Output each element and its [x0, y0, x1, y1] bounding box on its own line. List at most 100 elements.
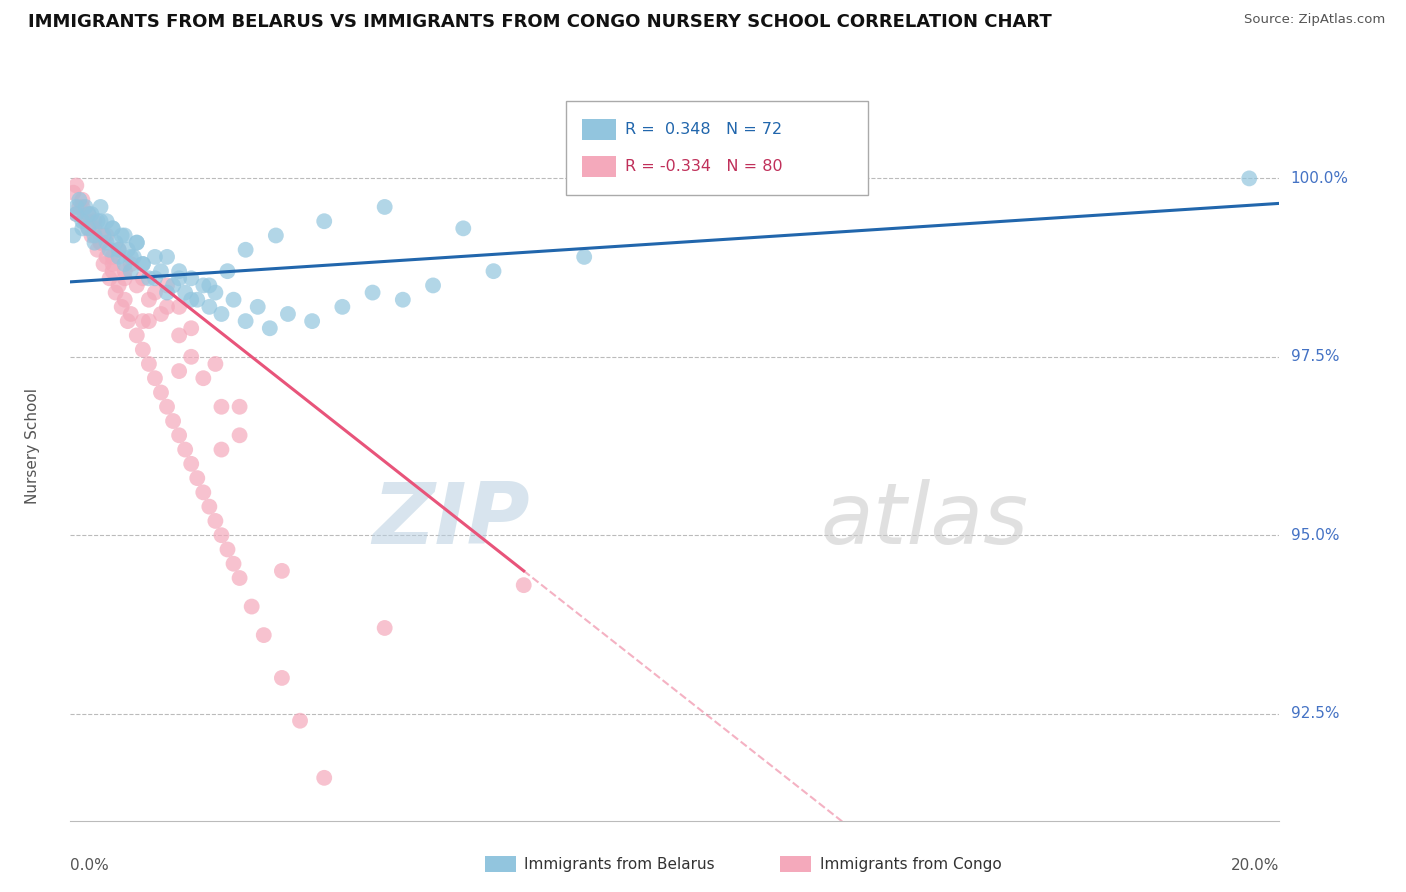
Point: [101, 221, 124, 235]
Point: [125, 235, 148, 250]
Point: [167, 428, 190, 442]
Point: [198, 278, 221, 293]
Point: [138, 293, 160, 307]
Point: [101, 250, 124, 264]
Point: [204, 357, 226, 371]
Point: [204, 285, 226, 300]
Point: [83, 221, 105, 235]
Point: [104, 235, 127, 250]
Point: [65, 207, 87, 221]
Point: [67, 193, 90, 207]
Point: [114, 271, 136, 285]
Point: [482, 264, 505, 278]
Point: [259, 321, 281, 335]
Point: [83, 214, 105, 228]
Point: [143, 371, 166, 385]
Point: [301, 314, 323, 328]
Text: atlas: atlas: [820, 479, 1028, 563]
Point: [235, 314, 257, 328]
Point: [361, 285, 384, 300]
Point: [150, 264, 173, 278]
Point: [96, 228, 118, 243]
Point: [186, 471, 208, 485]
Point: [193, 371, 215, 385]
Point: [167, 364, 190, 378]
Point: [167, 271, 190, 285]
Point: [422, 278, 444, 293]
Point: [253, 628, 276, 642]
Point: [288, 714, 311, 728]
Point: [222, 293, 245, 307]
Point: [150, 307, 173, 321]
Point: [138, 314, 160, 328]
Point: [107, 243, 129, 257]
Point: [162, 414, 184, 428]
Point: [211, 400, 233, 414]
Point: [62, 186, 84, 200]
Point: [132, 257, 155, 271]
Point: [314, 771, 336, 785]
Point: [391, 293, 415, 307]
Point: [111, 300, 134, 314]
Point: [77, 221, 100, 235]
Point: [83, 235, 105, 250]
Point: [114, 293, 136, 307]
Bar: [582, 119, 616, 139]
Point: [96, 214, 118, 228]
Text: 97.5%: 97.5%: [1291, 350, 1339, 364]
Point: [65, 200, 87, 214]
Point: [77, 207, 100, 221]
Text: 95.0%: 95.0%: [1291, 528, 1339, 542]
Point: [125, 328, 148, 343]
Point: [114, 257, 136, 271]
Point: [90, 214, 111, 228]
Point: [180, 350, 202, 364]
Point: [198, 500, 221, 514]
Point: [180, 321, 202, 335]
Point: [107, 243, 129, 257]
Point: [1239, 171, 1261, 186]
Text: 20.0%: 20.0%: [1232, 858, 1279, 873]
Point: [104, 285, 127, 300]
Point: [513, 578, 536, 592]
Point: [77, 214, 100, 228]
Point: [67, 200, 90, 214]
Point: [117, 243, 139, 257]
Point: [120, 250, 142, 264]
Point: [107, 278, 129, 293]
Point: [86, 243, 108, 257]
Point: [65, 178, 87, 193]
Point: [96, 235, 118, 250]
Point: [264, 228, 287, 243]
Point: [228, 428, 250, 442]
Point: [101, 221, 124, 235]
Point: [120, 307, 142, 321]
Point: [75, 214, 97, 228]
Point: [114, 228, 136, 243]
Point: [72, 193, 94, 207]
Point: [93, 228, 115, 243]
Point: [101, 257, 124, 271]
FancyBboxPatch shape: [567, 102, 869, 195]
Point: [90, 235, 111, 250]
Point: [132, 343, 155, 357]
Point: [167, 328, 190, 343]
Point: [117, 314, 139, 328]
Point: [246, 300, 269, 314]
Point: [156, 278, 179, 293]
Point: [143, 285, 166, 300]
Point: [235, 243, 257, 257]
Text: Source: ZipAtlas.com: Source: ZipAtlas.com: [1244, 13, 1385, 27]
Point: [98, 243, 121, 257]
Bar: [582, 156, 616, 177]
Point: [132, 257, 155, 271]
Point: [217, 264, 239, 278]
Point: [156, 400, 179, 414]
Point: [180, 293, 202, 307]
Point: [162, 278, 184, 293]
Point: [167, 264, 190, 278]
Point: [77, 207, 100, 221]
Point: [125, 278, 148, 293]
Text: R =  0.348   N = 72: R = 0.348 N = 72: [626, 121, 782, 136]
Point: [75, 200, 97, 214]
